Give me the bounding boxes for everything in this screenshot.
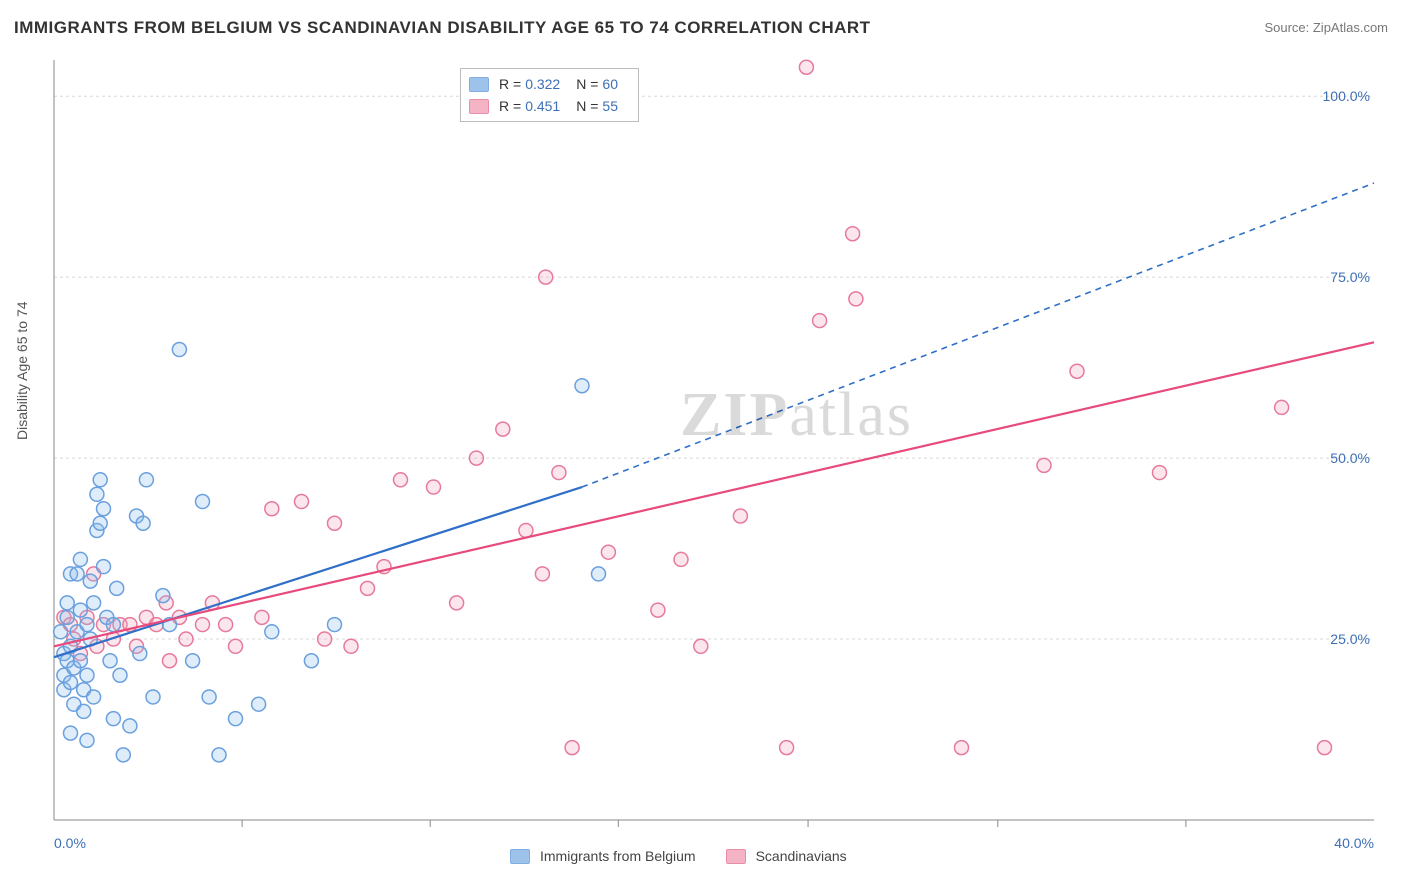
series-legend: Immigrants from Belgium Scandinavians <box>510 848 847 864</box>
legend-item: Immigrants from Belgium <box>510 848 696 864</box>
r-value: R =0.451 <box>499 95 560 117</box>
stats-legend-row: R =0.322 N =60 <box>469 73 628 95</box>
svg-text:100.0%: 100.0% <box>1323 88 1370 104</box>
svg-text:40.0%: 40.0% <box>1334 835 1374 851</box>
legend-label: Immigrants from Belgium <box>540 848 696 864</box>
legend-label: Scandinavians <box>756 848 847 864</box>
svg-text:75.0%: 75.0% <box>1330 269 1370 285</box>
r-value: R =0.322 <box>499 73 560 95</box>
swatch-icon <box>469 99 489 114</box>
chart-title: IMMIGRANTS FROM BELGIUM VS SCANDINAVIAN … <box>14 18 871 38</box>
n-value: N =55 <box>576 95 618 117</box>
svg-text:50.0%: 50.0% <box>1330 450 1370 466</box>
y-axis-label: Disability Age 65 to 74 <box>14 301 30 440</box>
swatch-icon <box>726 849 746 864</box>
source-attribution: Source: ZipAtlas.com <box>1264 20 1388 35</box>
correlation-scatter-plot: 25.0% 50.0% 75.0% 100.0% 0.0% 40.0% <box>44 50 1406 880</box>
swatch-icon <box>510 849 530 864</box>
swatch-icon <box>469 77 489 92</box>
legend-item: Scandinavians <box>726 848 847 864</box>
n-value: N =60 <box>576 73 618 95</box>
svg-text:0.0%: 0.0% <box>54 835 86 851</box>
stats-legend: R =0.322 N =60 R =0.451 N =55 <box>460 68 639 122</box>
stats-legend-row: R =0.451 N =55 <box>469 95 628 117</box>
svg-text:25.0%: 25.0% <box>1330 631 1370 647</box>
